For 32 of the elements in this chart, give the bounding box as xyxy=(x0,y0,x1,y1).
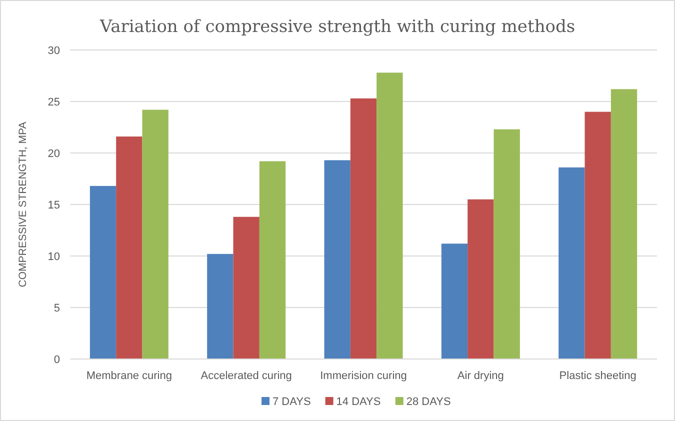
bar xyxy=(376,72,403,359)
y-axis-title: COMPRESSIVE STRENGTH, MPA xyxy=(17,122,29,288)
bar xyxy=(468,199,494,359)
x-tick-label: Immerision curing xyxy=(320,370,407,382)
bar xyxy=(207,254,234,359)
bar xyxy=(584,112,611,359)
y-tick-label: 25 xyxy=(48,96,60,108)
legend-label: 7 DAYS xyxy=(272,396,311,408)
bar xyxy=(233,216,260,359)
bar xyxy=(90,186,116,359)
bar xyxy=(558,167,585,359)
x-tick-label: Membrane curing xyxy=(86,370,172,382)
y-tick-label: 20 xyxy=(48,148,60,160)
bar xyxy=(441,244,468,359)
chart-title: Variation of compressive strength with curing methods xyxy=(98,17,576,37)
bar xyxy=(494,129,520,359)
y-tick-label: 5 xyxy=(54,302,60,314)
bar xyxy=(610,89,638,359)
legend-label: 14 DAYS xyxy=(336,396,381,408)
y-tick-label: 10 xyxy=(48,250,60,263)
x-tick-label: Plastic sheeting xyxy=(559,370,636,382)
x-tick-label: Accelerated curing xyxy=(200,370,292,382)
bar xyxy=(116,136,142,359)
legend-label: 28 DAYS xyxy=(406,396,451,408)
bar xyxy=(324,160,350,359)
x-tick-label: Air drying xyxy=(457,370,504,382)
bar xyxy=(142,110,168,359)
bar xyxy=(259,161,286,359)
y-tick-label: 30 xyxy=(48,44,60,57)
y-tick-label: 0 xyxy=(54,354,60,366)
bar xyxy=(350,98,377,359)
y-tick-label: 15 xyxy=(48,199,60,212)
